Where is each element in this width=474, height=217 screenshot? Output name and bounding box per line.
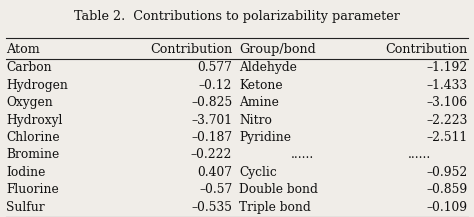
Text: Group/bond: Group/bond	[239, 43, 316, 56]
Text: –0.222: –0.222	[191, 148, 232, 161]
Text: –0.825: –0.825	[191, 96, 232, 109]
Text: –0.12: –0.12	[199, 79, 232, 92]
Text: Aldehyde: Aldehyde	[239, 61, 297, 74]
Text: Atom: Atom	[6, 43, 40, 56]
Text: Triple bond: Triple bond	[239, 201, 311, 214]
Text: Hydrogen: Hydrogen	[6, 79, 68, 92]
Text: –0.57: –0.57	[199, 183, 232, 196]
Text: Nitro: Nitro	[239, 114, 272, 127]
Text: –3.701: –3.701	[191, 114, 232, 127]
Text: Ketone: Ketone	[239, 79, 283, 92]
Text: Hydroxyl: Hydroxyl	[6, 114, 63, 127]
Text: Fluorine: Fluorine	[6, 183, 59, 196]
Text: –2.511: –2.511	[427, 131, 468, 144]
Text: –0.187: –0.187	[191, 131, 232, 144]
Text: Chlorine: Chlorine	[6, 131, 60, 144]
Text: –0.952: –0.952	[427, 166, 468, 179]
Text: –0.859: –0.859	[427, 183, 468, 196]
Text: Pyridine: Pyridine	[239, 131, 292, 144]
Text: ......: ......	[408, 148, 431, 161]
Text: Table 2.  Contributions to polarizability parameter: Table 2. Contributions to polarizability…	[74, 10, 400, 23]
Text: –3.106: –3.106	[427, 96, 468, 109]
Text: Oxygen: Oxygen	[6, 96, 53, 109]
Text: 0.577: 0.577	[197, 61, 232, 74]
Text: Double bond: Double bond	[239, 183, 318, 196]
Text: ......: ......	[292, 148, 315, 161]
Text: –1.192: –1.192	[427, 61, 468, 74]
Text: Bromine: Bromine	[6, 148, 59, 161]
Text: –0.535: –0.535	[191, 201, 232, 214]
Text: Iodine: Iodine	[6, 166, 46, 179]
Text: Cyclic: Cyclic	[239, 166, 277, 179]
Text: –1.433: –1.433	[427, 79, 468, 92]
Text: Sulfur: Sulfur	[6, 201, 45, 214]
Text: 0.407: 0.407	[197, 166, 232, 179]
Text: Contribution: Contribution	[386, 43, 468, 56]
Text: Carbon: Carbon	[6, 61, 52, 74]
Text: Amine: Amine	[239, 96, 279, 109]
Text: –0.109: –0.109	[427, 201, 468, 214]
Text: –2.223: –2.223	[427, 114, 468, 127]
Text: Contribution: Contribution	[150, 43, 232, 56]
